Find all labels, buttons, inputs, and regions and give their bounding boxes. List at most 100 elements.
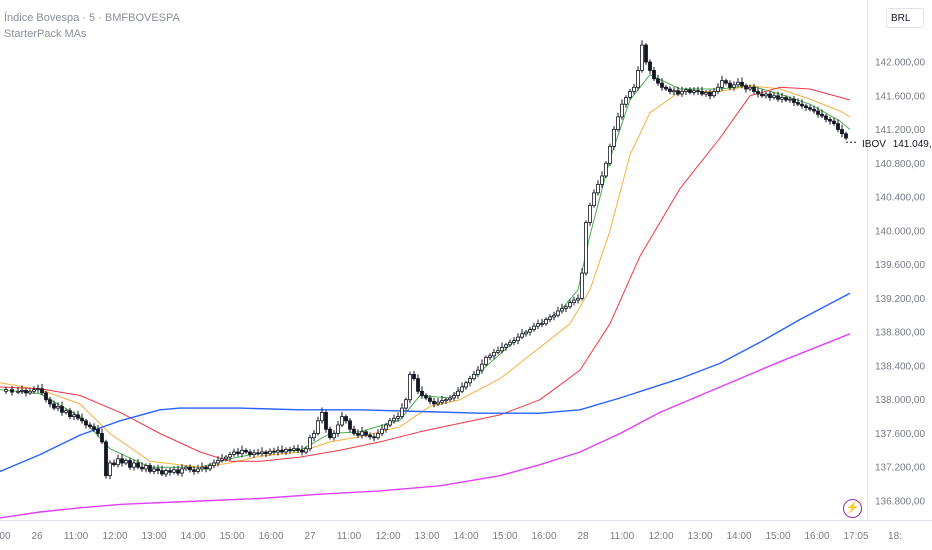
candle-body bbox=[36, 388, 40, 391]
x-tick-label: 17:05 bbox=[843, 531, 868, 542]
candle-body bbox=[468, 378, 472, 384]
candle-body bbox=[792, 98, 796, 103]
candle-body bbox=[416, 378, 420, 392]
candle-body bbox=[488, 355, 492, 358]
candle-body bbox=[292, 448, 296, 451]
candle-body bbox=[588, 205, 592, 223]
candle-body bbox=[20, 389, 24, 392]
candle-body bbox=[172, 469, 176, 473]
candle-body bbox=[64, 410, 68, 413]
y-tick-label: 141.200,00 bbox=[875, 125, 925, 136]
candle-body bbox=[556, 310, 560, 316]
candle-body bbox=[116, 458, 120, 466]
candle-body bbox=[516, 336, 520, 342]
candle-body bbox=[284, 449, 288, 453]
candle-body bbox=[44, 392, 48, 401]
y-tick-label: 138.000,00 bbox=[875, 395, 925, 406]
candle-body bbox=[616, 116, 620, 131]
candle-body bbox=[4, 389, 8, 392]
x-tick-label: 12:00 bbox=[102, 531, 127, 542]
candle-body bbox=[760, 93, 764, 97]
candle-body bbox=[644, 44, 648, 63]
candle-body bbox=[76, 414, 80, 419]
y-tick-label: 137.600,00 bbox=[875, 429, 925, 440]
x-tick-label: 11:00 bbox=[337, 531, 362, 542]
candle-body bbox=[564, 306, 568, 309]
candle-body bbox=[344, 416, 348, 422]
candle-body bbox=[844, 133, 848, 139]
candle-body bbox=[688, 89, 692, 93]
ema-green-line bbox=[0, 74, 851, 468]
candle-body bbox=[544, 319, 548, 325]
x-tick-label: 11:00 bbox=[610, 531, 635, 542]
y-tick-label: 139.600,00 bbox=[875, 260, 925, 271]
indicator-label[interactable]: StarterPack MAs bbox=[4, 28, 87, 40]
candle-body bbox=[128, 460, 132, 468]
candle-body bbox=[236, 451, 240, 455]
candle-body bbox=[548, 316, 552, 320]
candle-body bbox=[484, 357, 488, 365]
candle-body bbox=[660, 82, 664, 88]
candle-body bbox=[324, 411, 328, 430]
candle-body bbox=[808, 107, 812, 110]
currency-selector[interactable]: BRL bbox=[886, 8, 924, 28]
candle-body bbox=[356, 433, 360, 436]
candle-body bbox=[220, 458, 224, 461]
candle-body bbox=[492, 351, 496, 357]
candle-body bbox=[184, 466, 188, 470]
candle-body bbox=[176, 469, 180, 474]
candle-body bbox=[148, 465, 152, 472]
x-tick-label: 18: bbox=[888, 531, 902, 542]
candle-body bbox=[228, 454, 232, 458]
candle-body bbox=[672, 90, 676, 93]
candle-body bbox=[524, 331, 528, 335]
candle-body bbox=[500, 346, 504, 352]
candle-body bbox=[828, 119, 832, 122]
candle-body bbox=[428, 397, 432, 402]
y-tick-label: 140.800,00 bbox=[875, 159, 925, 170]
candle-body bbox=[404, 399, 408, 409]
candle-body bbox=[340, 416, 344, 426]
y-tick-label: 136.800,00 bbox=[875, 497, 925, 508]
candle-body bbox=[312, 433, 316, 439]
last-price-value: 141.049,20 bbox=[892, 139, 932, 150]
candle-body bbox=[640, 44, 644, 71]
candle-body bbox=[80, 417, 84, 422]
candle-body bbox=[376, 433, 380, 439]
x-tick-label: 16:00 bbox=[258, 531, 283, 542]
alert-bolt-icon[interactable]: ⚡ bbox=[843, 499, 862, 518]
candle-body bbox=[580, 272, 584, 299]
candle-body bbox=[784, 97, 788, 101]
candle-body bbox=[440, 400, 444, 403]
candle-body bbox=[280, 449, 284, 453]
candle-body bbox=[156, 468, 160, 471]
candle-body bbox=[140, 466, 144, 470]
candle-body bbox=[84, 420, 88, 426]
candle-body bbox=[360, 431, 364, 436]
candle-body bbox=[56, 405, 60, 409]
candle-body bbox=[704, 92, 708, 95]
candle-body bbox=[780, 97, 784, 100]
y-tick-label: 141.600,00 bbox=[875, 91, 925, 102]
candle-body bbox=[60, 405, 64, 413]
candle-body bbox=[380, 428, 384, 434]
ema-red-line bbox=[0, 86, 851, 462]
candle-body bbox=[208, 465, 212, 470]
candle-body bbox=[372, 436, 376, 439]
candle-body bbox=[264, 451, 268, 455]
candle-body bbox=[724, 80, 728, 84]
candle-body bbox=[816, 110, 820, 115]
candle-body bbox=[668, 88, 672, 92]
candle-body bbox=[656, 78, 660, 84]
candle-body bbox=[244, 449, 248, 453]
candle-body bbox=[348, 420, 352, 430]
candle-body bbox=[420, 390, 424, 396]
candle-body bbox=[624, 97, 628, 105]
candle-body bbox=[680, 91, 684, 95]
candle-body bbox=[32, 389, 36, 392]
y-tick-label: 140.400,00 bbox=[875, 193, 925, 204]
last-price-symbol: IBOV bbox=[862, 139, 886, 150]
x-tick-label: 14:00 bbox=[180, 531, 205, 542]
candle-body bbox=[664, 86, 668, 90]
